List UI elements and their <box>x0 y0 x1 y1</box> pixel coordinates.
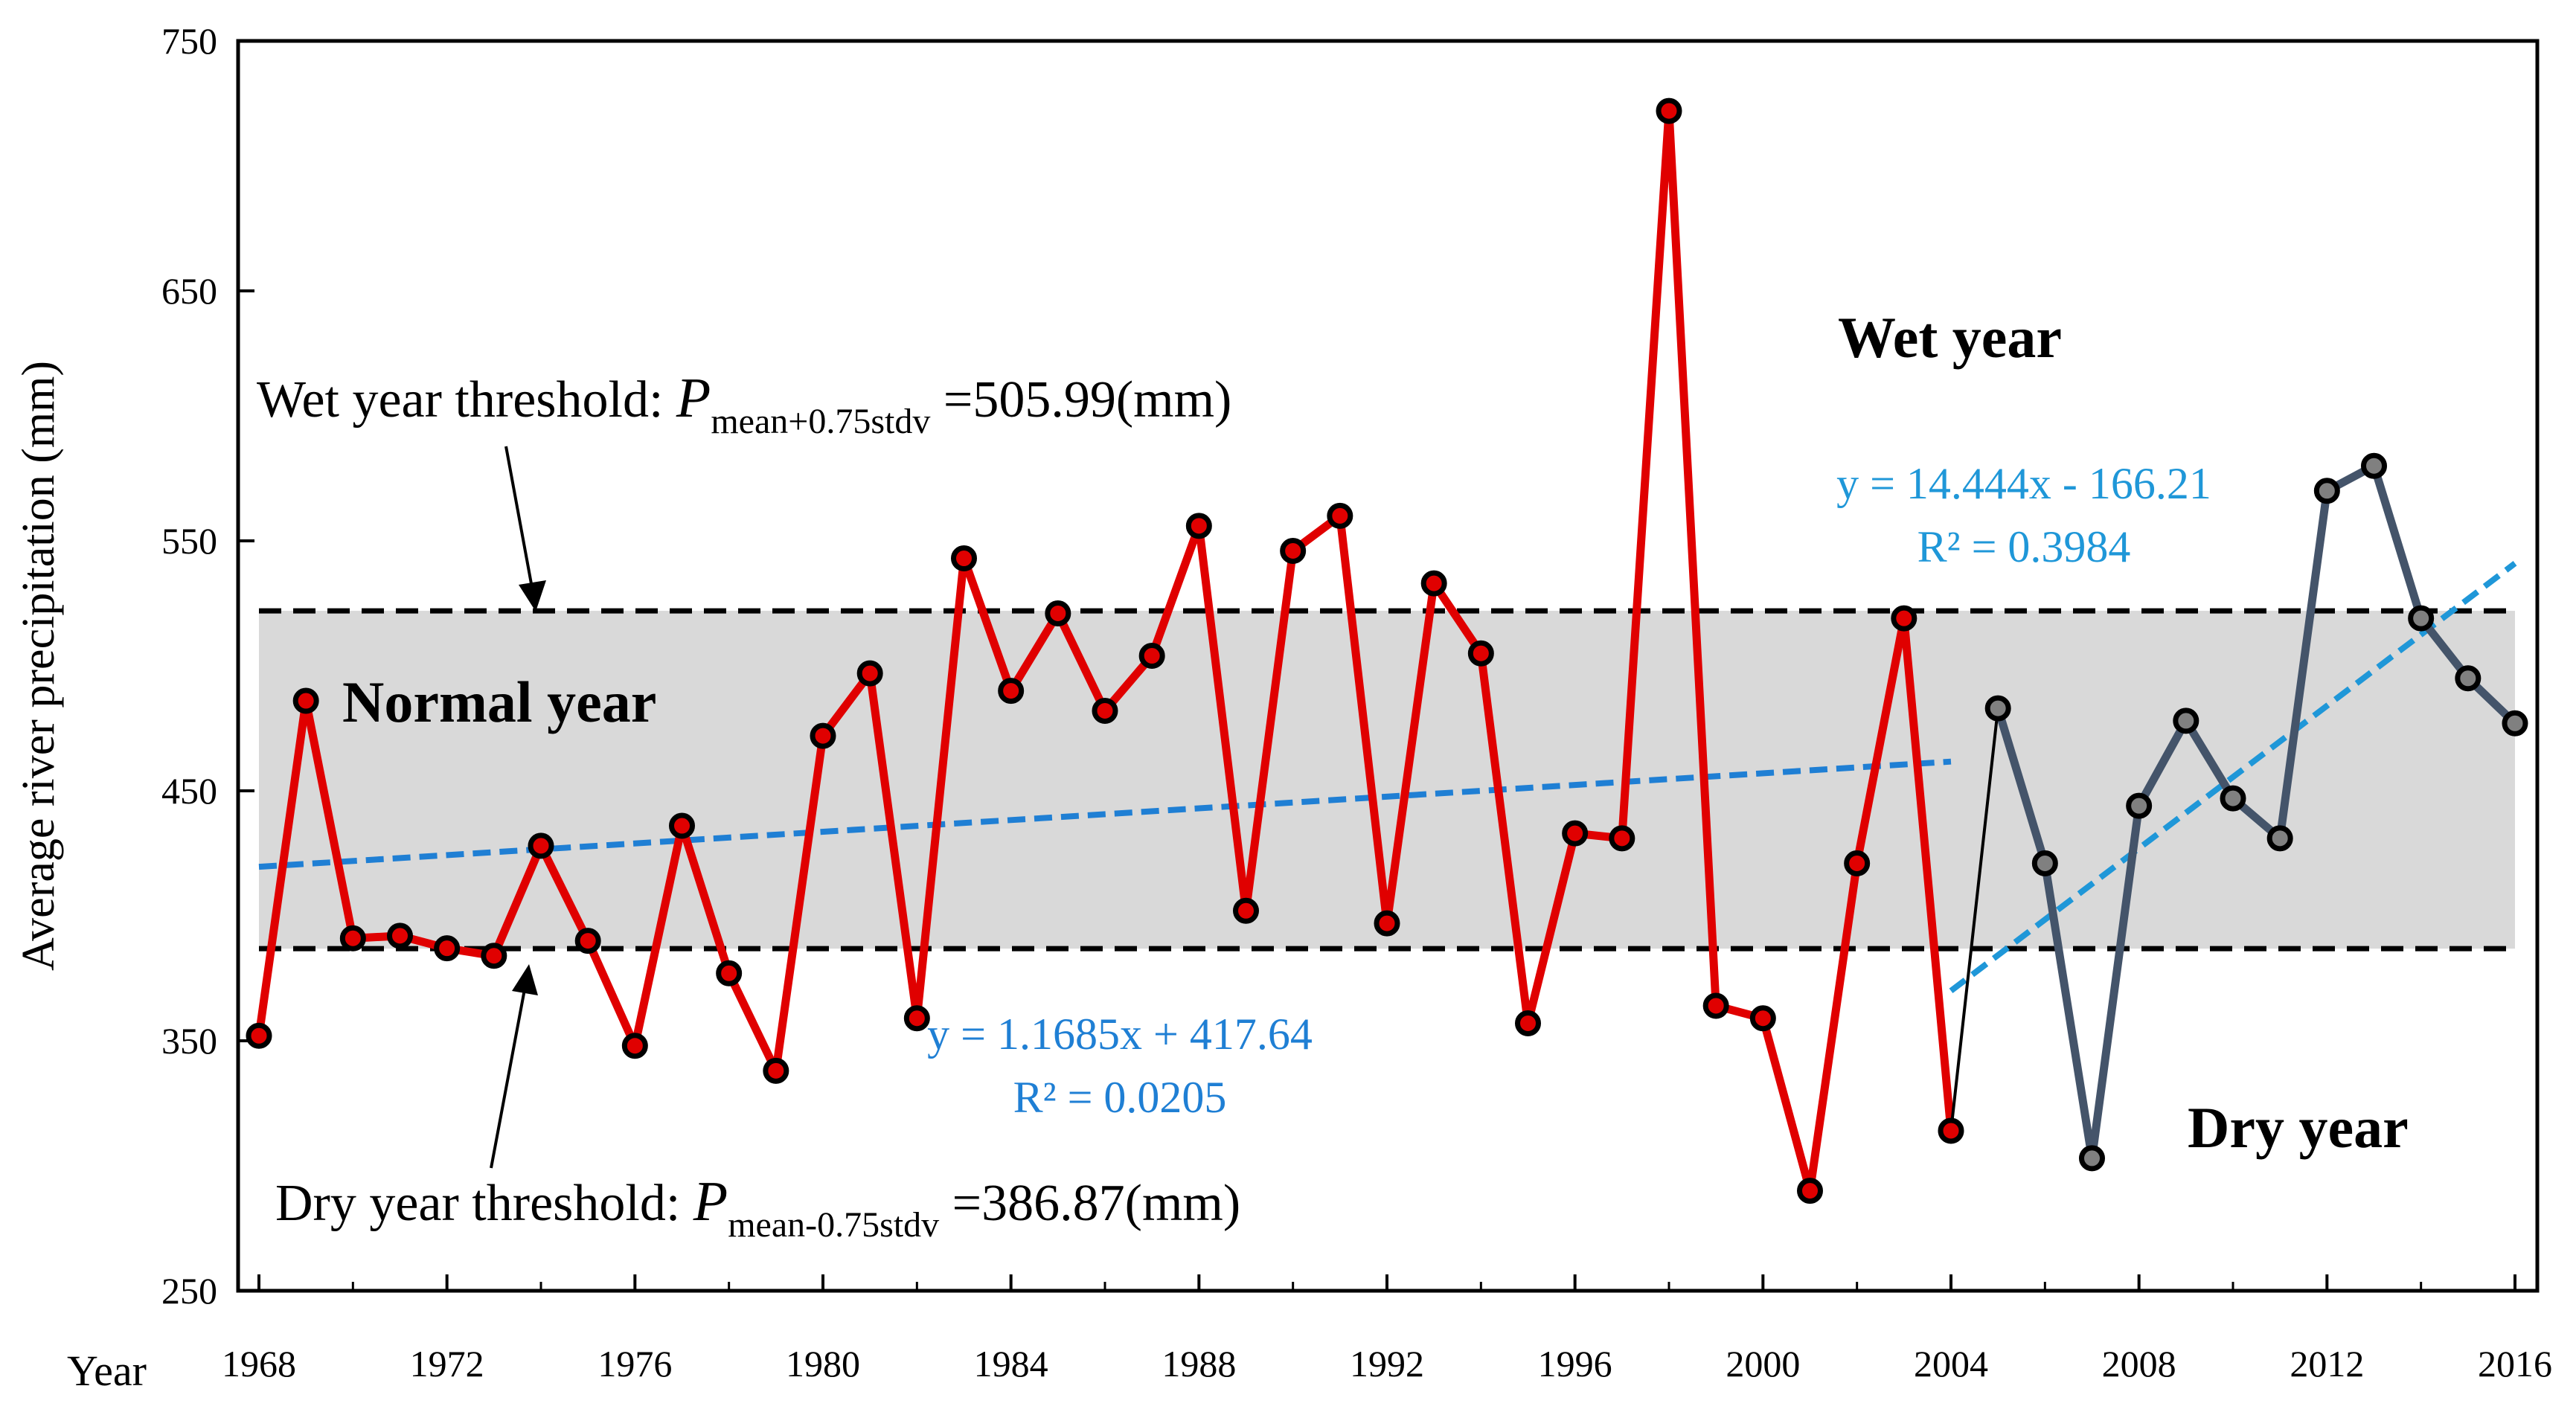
data-point-1976 <box>621 1033 648 1059</box>
trend-r2-2: R² = 0.3984 <box>1917 522 2131 571</box>
data-point-1985 <box>1045 600 1071 626</box>
data-point-1973 <box>481 943 507 969</box>
x-tick-label: 2016 <box>2478 1343 2552 1384</box>
data-point-1998 <box>1656 97 1682 124</box>
data-point-2011 <box>2266 825 2293 852</box>
data-point-1991 <box>1327 502 1353 529</box>
data-point-2004 <box>1938 1117 1964 1144</box>
data-point-1984 <box>998 678 1025 705</box>
data-point-2000 <box>1749 1005 1776 1032</box>
data-point-1987 <box>1138 643 1165 670</box>
x-tick-label: 1976 <box>597 1343 672 1384</box>
data-point-1988 <box>1185 513 1212 539</box>
trend-equation-1: y = 1.1685x + 417.64 <box>927 1010 1313 1059</box>
axis-ticks <box>238 39 2516 1292</box>
data-point-1986 <box>1092 697 1118 724</box>
data-point-1981 <box>856 660 883 687</box>
y-tick-label: 450 <box>161 770 217 812</box>
y-tick-label: 750 <box>161 20 217 62</box>
data-point-1999 <box>1702 992 1729 1019</box>
y-tick-label: 350 <box>161 1020 217 1062</box>
x-tick-label: 1984 <box>974 1343 1048 1384</box>
series-points <box>246 97 2528 1204</box>
data-point-2008 <box>2126 792 2153 819</box>
data-point-1968 <box>246 1022 272 1049</box>
trend-r2-1: R² = 0.0205 <box>1013 1073 1227 1122</box>
x-tick-label: 1988 <box>1162 1343 1236 1384</box>
dry-year-label: Dry year <box>2188 1095 2409 1160</box>
data-point-2007 <box>2079 1145 2105 1172</box>
data-point-2003 <box>1891 605 1917 632</box>
x-tick-label: 1972 <box>410 1343 484 1384</box>
wet-threshold-label: Wet year threshold: Pmean+0.75stdv =505.… <box>257 367 1231 441</box>
x-axis-label: Year <box>67 1347 147 1395</box>
data-point-2006 <box>2031 850 2058 876</box>
x-tick-label: 2000 <box>1726 1343 1800 1384</box>
x-tick-label: 2004 <box>1914 1343 1988 1384</box>
data-point-1990 <box>1280 537 1307 564</box>
data-point-2001 <box>1797 1178 1823 1204</box>
data-point-1982 <box>903 1005 930 1032</box>
data-point-2013 <box>2361 452 2387 479</box>
wet-threshold-arrow <box>504 446 534 588</box>
y-tick-label: 550 <box>161 520 217 562</box>
x-tick-labels: 1968 1972 1976 1980 1984 1988 1992 1996 2000 2004… <box>222 1343 2552 1384</box>
x-tick-label: 2012 <box>2290 1343 2364 1384</box>
data-point-1996 <box>1562 820 1589 847</box>
y-tick-label: 650 <box>161 270 217 312</box>
data-point-1975 <box>574 928 601 954</box>
y-tick-labels: 250 350 450 550 650 750 <box>161 20 217 1312</box>
data-point-1993 <box>1420 570 1447 597</box>
x-tick-label: 2008 <box>2102 1343 2176 1384</box>
dry-threshold-arrowhead <box>512 964 538 995</box>
trend-line-2 <box>1949 561 2517 993</box>
series-connector-2004-2005 <box>1949 708 2000 1132</box>
y-axis-label: Average river precipitation (mm) <box>13 361 64 971</box>
wet-year-label: Wet year <box>1838 305 2062 370</box>
data-point-1983 <box>951 545 977 572</box>
data-point-2012 <box>2313 478 2340 504</box>
data-point-1971 <box>387 923 413 949</box>
x-tick-label: 1996 <box>1538 1343 1612 1384</box>
data-point-2005 <box>1984 695 2011 722</box>
dry-threshold-arrow <box>490 989 526 1169</box>
data-point-2009 <box>2173 708 2199 734</box>
data-point-1972 <box>434 935 461 962</box>
data-point-1974 <box>528 832 554 859</box>
wet-threshold-arrowhead <box>519 580 546 612</box>
data-point-1995 <box>1515 1010 1541 1036</box>
data-point-1977 <box>669 812 695 839</box>
normal-year-label: Normal year <box>342 670 656 734</box>
data-point-2015 <box>2455 665 2482 692</box>
dry-threshold-label: Dry year threshold: Pmean-0.75stdv =386.… <box>275 1170 1240 1245</box>
data-point-1969 <box>292 687 319 714</box>
data-point-2002 <box>1844 850 1871 876</box>
x-tick-label: 1992 <box>1350 1343 1424 1384</box>
data-point-1980 <box>810 722 836 749</box>
data-point-2010 <box>2220 785 2246 812</box>
data-point-1992 <box>1374 910 1400 937</box>
data-point-1994 <box>1467 640 1494 667</box>
data-point-1979 <box>763 1057 789 1084</box>
data-point-1978 <box>716 960 743 986</box>
trend-equation-2: y = 14.444x - 166.21 <box>1836 459 2211 508</box>
data-point-2016 <box>2502 710 2528 737</box>
data-point-1970 <box>339 925 366 952</box>
y-tick-label: 250 <box>161 1270 217 1312</box>
x-tick-label: 1968 <box>222 1343 296 1384</box>
x-tick-label: 1980 <box>786 1343 860 1384</box>
data-point-1989 <box>1233 897 1259 924</box>
data-point-1997 <box>1609 825 1635 852</box>
data-point-2014 <box>2408 605 2435 632</box>
